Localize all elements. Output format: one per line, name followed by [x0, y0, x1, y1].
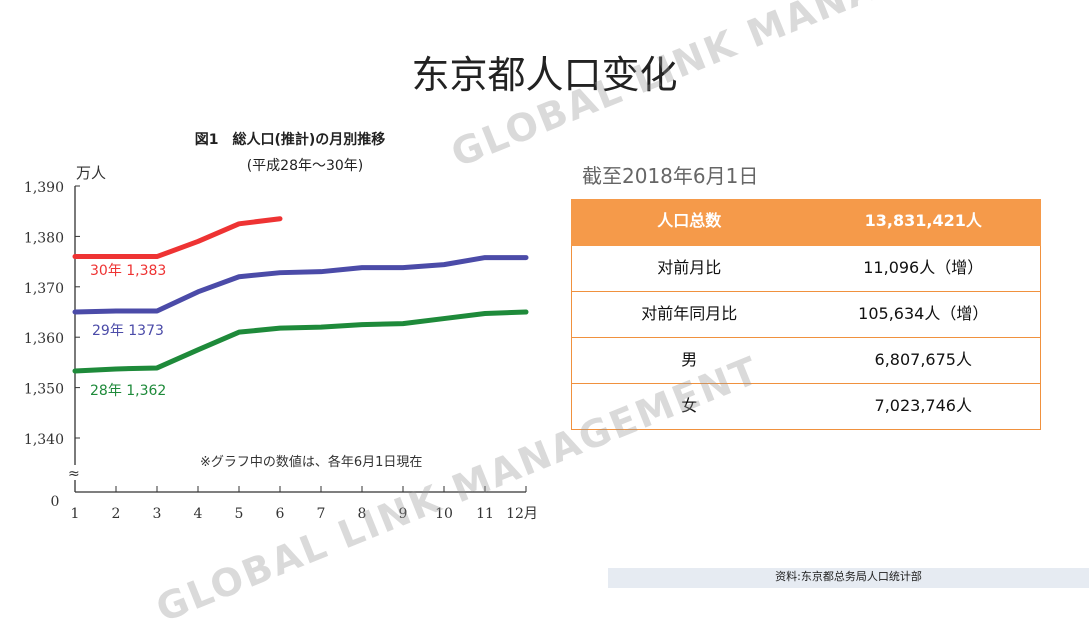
cell-label: 人口总数	[572, 199, 807, 245]
cell-value: 13,831,421人	[807, 199, 1041, 245]
x-tick-label: 10	[435, 506, 453, 522]
x-tick-label: 8	[358, 506, 367, 522]
cell-value: 7,023,746人	[807, 383, 1041, 429]
cell-value: 11,096人（增）	[807, 245, 1041, 291]
y-tick-label: 1,370	[24, 281, 64, 297]
y-tick-label: 1,350	[24, 382, 64, 398]
x-tick-label: 6	[276, 506, 285, 522]
page-title: 东京都人口变化	[0, 44, 1089, 99]
axis-break-icon: ≈	[68, 466, 80, 482]
cell-label: 对前年同月比	[572, 291, 807, 337]
series-label: 28年 1,362	[90, 383, 166, 399]
x-tick-label: 9	[399, 506, 408, 522]
cell-label: 对前月比	[572, 245, 807, 291]
series-label: 30年 1,383	[90, 263, 166, 279]
y-axis-unit: 万人	[76, 164, 106, 182]
source-note: 资料:东京都总务局人口统计部	[608, 568, 1089, 588]
chart-title: 図1 総人口(推計)の月別推移	[195, 131, 386, 148]
y-tick-label: 1,340	[24, 432, 64, 448]
table-header-row: 人口总数 13,831,421人	[572, 199, 1041, 245]
series-line-28年	[75, 312, 526, 371]
x-tick-label: 1	[71, 506, 80, 522]
y-tick-label: 1,360	[24, 331, 64, 347]
x-tick-label: 4	[194, 506, 203, 522]
x-tick-label: 3	[153, 506, 162, 522]
chart-subtitle: (平成28年～30年)	[247, 158, 364, 174]
series-line-30年	[75, 219, 280, 257]
cell-value: 105,634人（增）	[807, 291, 1041, 337]
x-tick-label: 7	[317, 506, 326, 522]
cell-value: 6,807,675人	[807, 337, 1041, 383]
x-tick-label: 12月	[506, 506, 538, 522]
chart-note: ※グラフ中の数値は、各年6月1日現在	[200, 454, 422, 470]
population-line-chart: 図1 総人口(推計)の月別推移 (平成28年～30年) 万人 ≈1,390 1,380 1…	[0, 120, 560, 540]
cell-label: 男	[572, 337, 807, 383]
x-tick-label: 11	[476, 506, 494, 522]
y-tick-label: 1,380	[24, 230, 64, 246]
as-of-date: 截至2018年6月1日	[582, 160, 758, 189]
x-tick-label: 2	[112, 506, 121, 522]
y-zero-label: 0	[51, 494, 60, 510]
series-label: 29年 1373	[92, 323, 164, 339]
x-tick-label: 5	[235, 506, 244, 522]
y-tick-label: 1,390	[24, 180, 64, 196]
cell-label: 女	[572, 383, 807, 429]
